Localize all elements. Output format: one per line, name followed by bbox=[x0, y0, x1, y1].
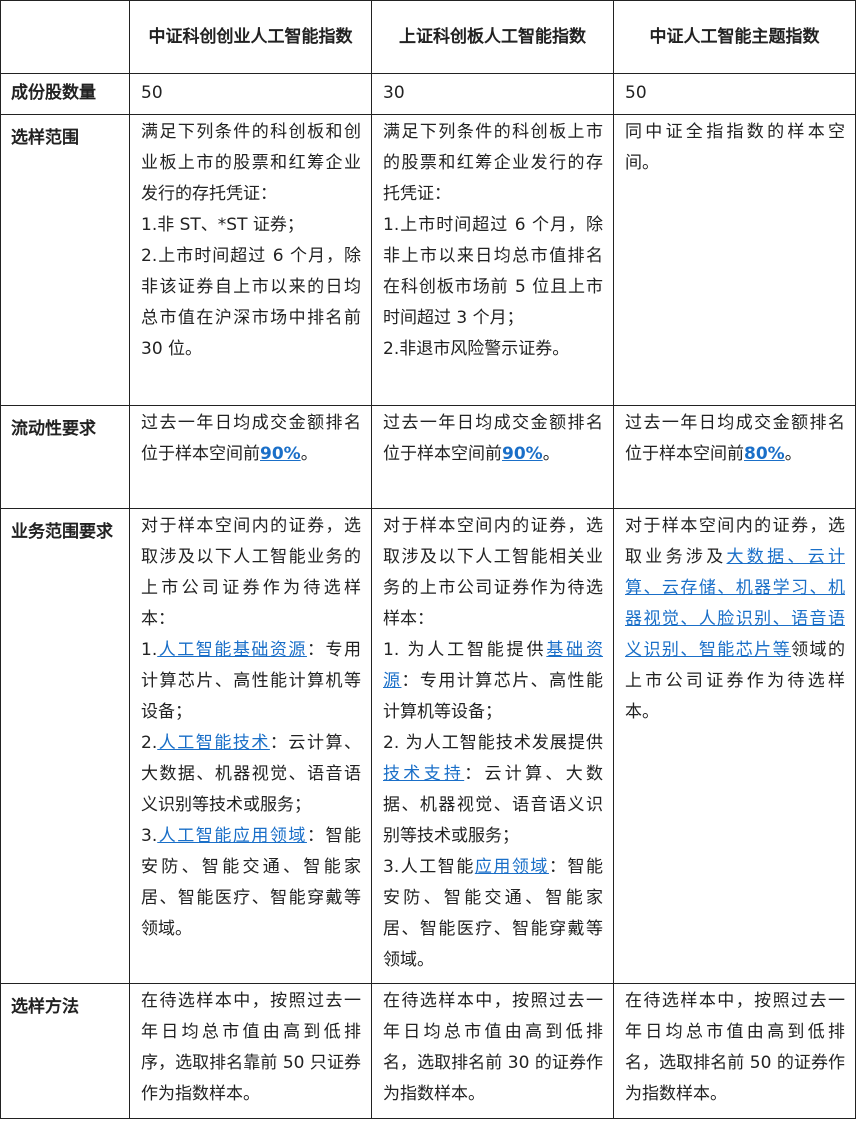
cell-text: 50 bbox=[141, 83, 163, 103]
hyperlink[interactable]: 人工智能基础资源 bbox=[157, 640, 307, 660]
cell-text: 过去一年日均成交金额排名位于样本空间前 bbox=[625, 413, 845, 464]
cell-text: 1.非 ST、*ST 证券； bbox=[141, 215, 304, 235]
header-row: 中证科创创业人工智能指数 上证科创板人工智能指数 中证人工智能主题指数 bbox=[0, 0, 856, 74]
row-label: 流动性要求 bbox=[0, 405, 130, 509]
row-label: 业务范围要求 bbox=[0, 508, 130, 984]
cell-text: 3. bbox=[141, 826, 158, 846]
row-label: 成份股数量 bbox=[0, 73, 130, 115]
cell-text: ：专用计算芯片、高性能计算机等设备； bbox=[383, 671, 604, 722]
cell-text: 满足下列条件的科创板和创业板上市的股票和红筹企业发行的存托凭证： bbox=[141, 122, 361, 204]
index-comparison-table: 中证科创创业人工智能指数 上证科创板人工智能指数 中证人工智能主题指数 成份股数… bbox=[0, 0, 856, 1119]
cell-text: 对于样本空间内的证券，选取涉及以下人工智能相关业务的上市公司证券作为待选样本： bbox=[383, 516, 603, 629]
cell-text: ：智能安防、智能交通、智能家居、智能医疗、智能穿戴等领域。 bbox=[383, 857, 604, 970]
cell-text: 满足下列条件的科创板上市的股票和红筹企业发行的存托凭证： bbox=[383, 122, 603, 204]
table-cell: 50 bbox=[129, 73, 372, 115]
hyperlink[interactable]: 90% bbox=[260, 444, 301, 464]
cell-text: 在待选样本中，按照过去一年日均总市值由高到低排名，选取排名前 50 的证券作为指… bbox=[625, 991, 845, 1104]
cell-text: 2. bbox=[141, 733, 158, 753]
cell-text: 。 bbox=[300, 444, 318, 464]
hyperlink[interactable]: 应用领域 bbox=[474, 857, 549, 877]
table-row: 选样方法 在待选样本中，按照过去一年日均总市值由高到低排序，选取排名靠前 50 只… bbox=[0, 983, 856, 1119]
hyperlink[interactable]: 90% bbox=[502, 444, 543, 464]
cell-text: ：云计算、大数据、机器视觉、语音语义识别等技术或服务； bbox=[141, 733, 362, 815]
table-row: 成份股数量 50 30 50 bbox=[0, 73, 856, 115]
cell-text: 2. 为人工智能技术发展提供 bbox=[383, 733, 603, 753]
table-cell: 对于样本空间内的证券，选取业务涉及大数据、云计算、云存储、机器学习、机器视觉、人… bbox=[613, 508, 856, 984]
cell-text: 在待选样本中，按照过去一年日均总市值由高到低排名，选取排名前 30 的证券作为指… bbox=[383, 991, 603, 1104]
table-cell: 对于样本空间内的证券，选取涉及以下人工智能业务的上市公司证券作为待选样本： 1.人… bbox=[129, 508, 372, 984]
cell-text: 同中证全指指数的样本空间。 bbox=[625, 122, 845, 173]
table-cell: 对于样本空间内的证券，选取涉及以下人工智能相关业务的上市公司证券作为待选样本： 1… bbox=[371, 508, 614, 984]
hyperlink[interactable]: 人工智能应用领域 bbox=[157, 826, 307, 846]
cell-text: 1.上市时间超过 6 个月，除非上市以来日均总市值排名在科创板市场前 5 位且上… bbox=[383, 215, 603, 328]
table-cell: 在待选样本中，按照过去一年日均总市值由高到低排序，选取排名靠前 50 只证券作为… bbox=[129, 983, 372, 1119]
cell-text: 3.人工智能 bbox=[383, 857, 475, 877]
header-cell-empty bbox=[0, 0, 130, 74]
cell-text: 在待选样本中，按照过去一年日均总市值由高到低排序，选取排名靠前 50 只证券作为… bbox=[141, 991, 361, 1104]
table-cell: 过去一年日均成交金额排名位于样本空间前80%。 bbox=[613, 405, 856, 509]
hyperlink[interactable]: 基础资源 bbox=[383, 640, 604, 691]
cell-text: 50 bbox=[625, 83, 647, 103]
cell-text: 过去一年日均成交金额排名位于样本空间前 bbox=[383, 413, 603, 464]
cell-text: 2.上市时间超过 6 个月，除非该证券自上市以来的日均总市值在沪深市场中排名前 … bbox=[141, 246, 361, 359]
cell-text: 。 bbox=[784, 444, 802, 464]
table-row: 业务范围要求 对于样本空间内的证券，选取涉及以下人工智能业务的上市公司证券作为待选… bbox=[0, 508, 856, 984]
table-cell: 同中证全指指数的样本空间。 bbox=[613, 114, 856, 406]
table-cell: 在待选样本中，按照过去一年日均总市值由高到低排名，选取排名前 30 的证券作为指… bbox=[371, 983, 614, 1119]
cell-text: ：智能安防、智能交通、智能家居、智能医疗、智能穿戴等领域。 bbox=[141, 826, 362, 939]
hyperlink[interactable]: 技术支持 bbox=[383, 764, 465, 784]
cell-text: 2.非退市风险警示证券。 bbox=[383, 339, 570, 359]
row-label: 选样范围 bbox=[0, 114, 130, 406]
table-cell: 在待选样本中，按照过去一年日均总市值由高到低排名，选取排名前 50 的证券作为指… bbox=[613, 983, 856, 1119]
cell-text: 1. 为人工智能提供 bbox=[383, 640, 547, 660]
table-cell: 50 bbox=[613, 73, 856, 115]
cell-text: 对于样本空间内的证券，选取业务涉及 bbox=[625, 516, 845, 567]
header-cell-index-3: 中证人工智能主题指数 bbox=[613, 0, 856, 74]
table-row: 选样范围 满足下列条件的科创板和创业板上市的股票和红筹企业发行的存托凭证： 1.非 … bbox=[0, 114, 856, 406]
header-cell-index-1: 中证科创创业人工智能指数 bbox=[129, 0, 372, 74]
cell-text: ：云计算、大数据、机器视觉、语音语义识别等技术或服务； bbox=[383, 764, 604, 846]
table-cell: 满足下列条件的科创板和创业板上市的股票和红筹企业发行的存托凭证： 1.非 ST、*… bbox=[129, 114, 372, 406]
row-label: 选样方法 bbox=[0, 983, 130, 1119]
hyperlink[interactable]: 人工智能技术 bbox=[157, 733, 270, 753]
cell-text: 对于样本空间内的证券，选取涉及以下人工智能业务的上市公司证券作为待选样本： bbox=[141, 516, 361, 629]
table-cell: 过去一年日均成交金额排名位于样本空间前90%。 bbox=[129, 405, 372, 509]
hyperlink[interactable]: 80% bbox=[744, 444, 785, 464]
table-body: 中证科创创业人工智能指数 上证科创板人工智能指数 中证人工智能主题指数 成份股数… bbox=[0, 0, 856, 1119]
header-cell-index-2: 上证科创板人工智能指数 bbox=[371, 0, 614, 74]
table-cell: 过去一年日均成交金额排名位于样本空间前90%。 bbox=[371, 405, 614, 509]
table-cell: 满足下列条件的科创板上市的股票和红筹企业发行的存托凭证： 1.上市时间超过 6 个… bbox=[371, 114, 614, 406]
cell-text: 过去一年日均成交金额排名位于样本空间前 bbox=[141, 413, 361, 464]
cell-text: 领域的上市公司证券作为待选样本。 bbox=[625, 640, 846, 722]
cell-text: 30 bbox=[383, 83, 405, 103]
hyperlink[interactable]: 大数据、云计算、云存储、机器学习、机器视觉、人脸识别、语音语义识别、智能芯片等 bbox=[625, 547, 845, 660]
table-cell: 30 bbox=[371, 73, 614, 115]
cell-text: 1. bbox=[141, 640, 158, 660]
cell-text: ：专用计算芯片、高性能计算机等设备； bbox=[141, 640, 362, 722]
cell-text: 。 bbox=[542, 444, 560, 464]
table-row: 流动性要求 过去一年日均成交金额排名位于样本空间前90%。 过去一年日均成交金额排名… bbox=[0, 405, 856, 509]
